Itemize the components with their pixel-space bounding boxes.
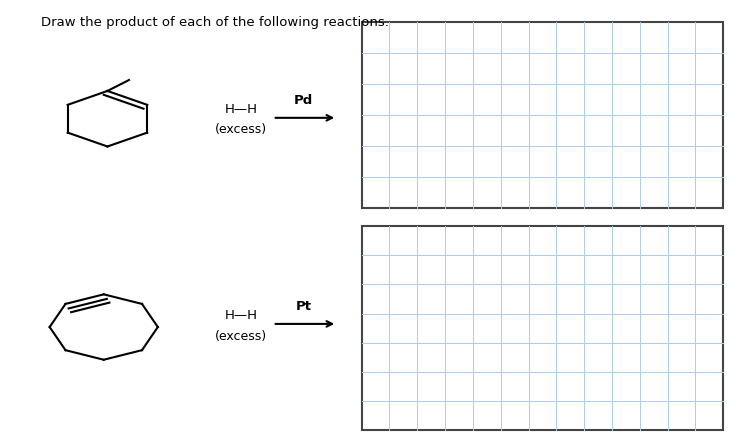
Text: (excess): (excess) [215, 123, 267, 137]
Text: H—H: H—H [225, 103, 257, 116]
Text: Pt: Pt [296, 300, 312, 314]
Text: Pd: Pd [294, 94, 313, 108]
Text: (excess): (excess) [215, 329, 267, 343]
Text: Draw the product of each of the following reactions.: Draw the product of each of the followin… [41, 16, 388, 29]
Bar [362, 22, 723, 208]
Text: H—H: H—H [225, 309, 257, 323]
Bar [362, 226, 723, 430]
